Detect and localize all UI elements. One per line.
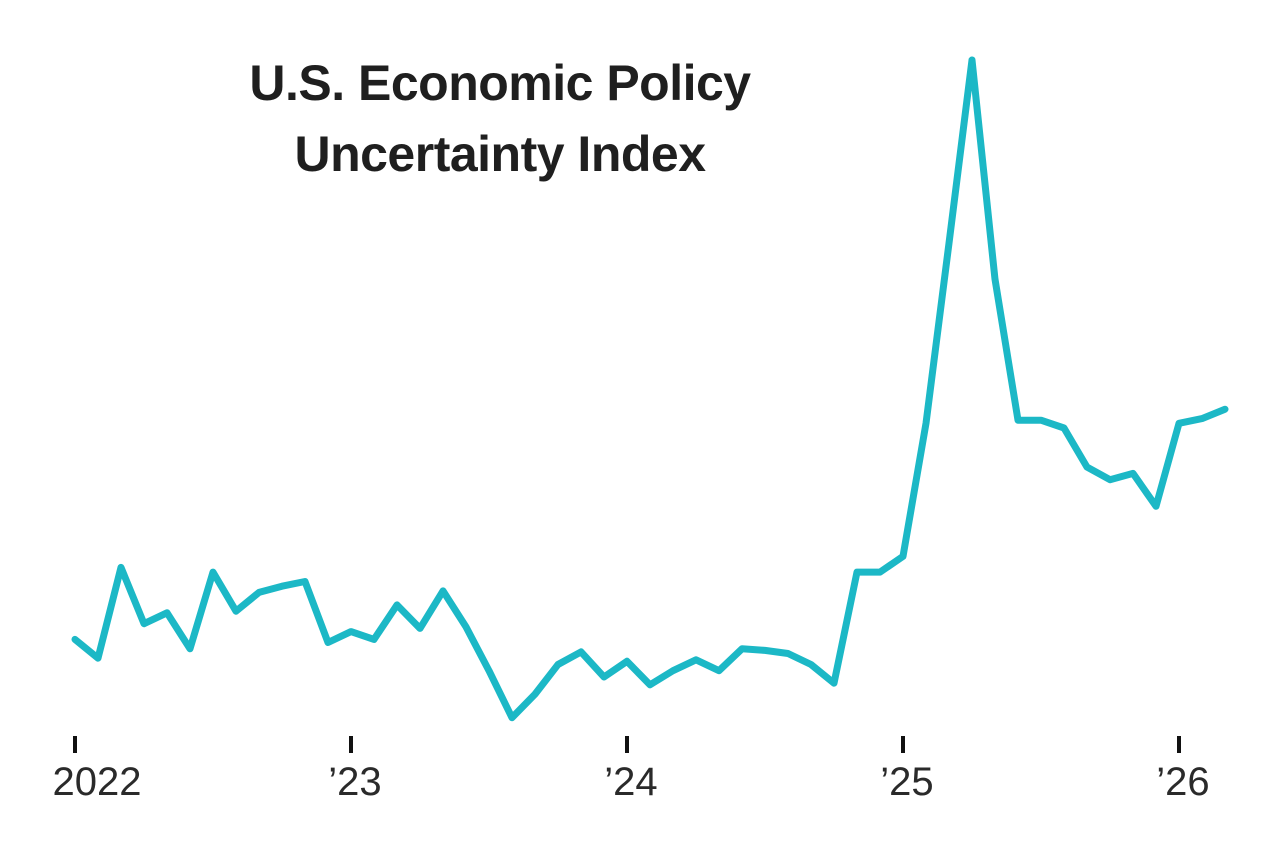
x-axis-label: ’25 <box>880 760 933 804</box>
x-axis-label: ’24 <box>604 760 657 804</box>
x-axis-label: 2022 <box>53 760 142 804</box>
chart-title: U.S. Economic Policy Uncertainty Index <box>249 55 751 182</box>
x-axis-label: ’23 <box>328 760 381 804</box>
uncertainty-index-line <box>71 56 1229 722</box>
x-axis-label: ’26 <box>1156 760 1209 804</box>
